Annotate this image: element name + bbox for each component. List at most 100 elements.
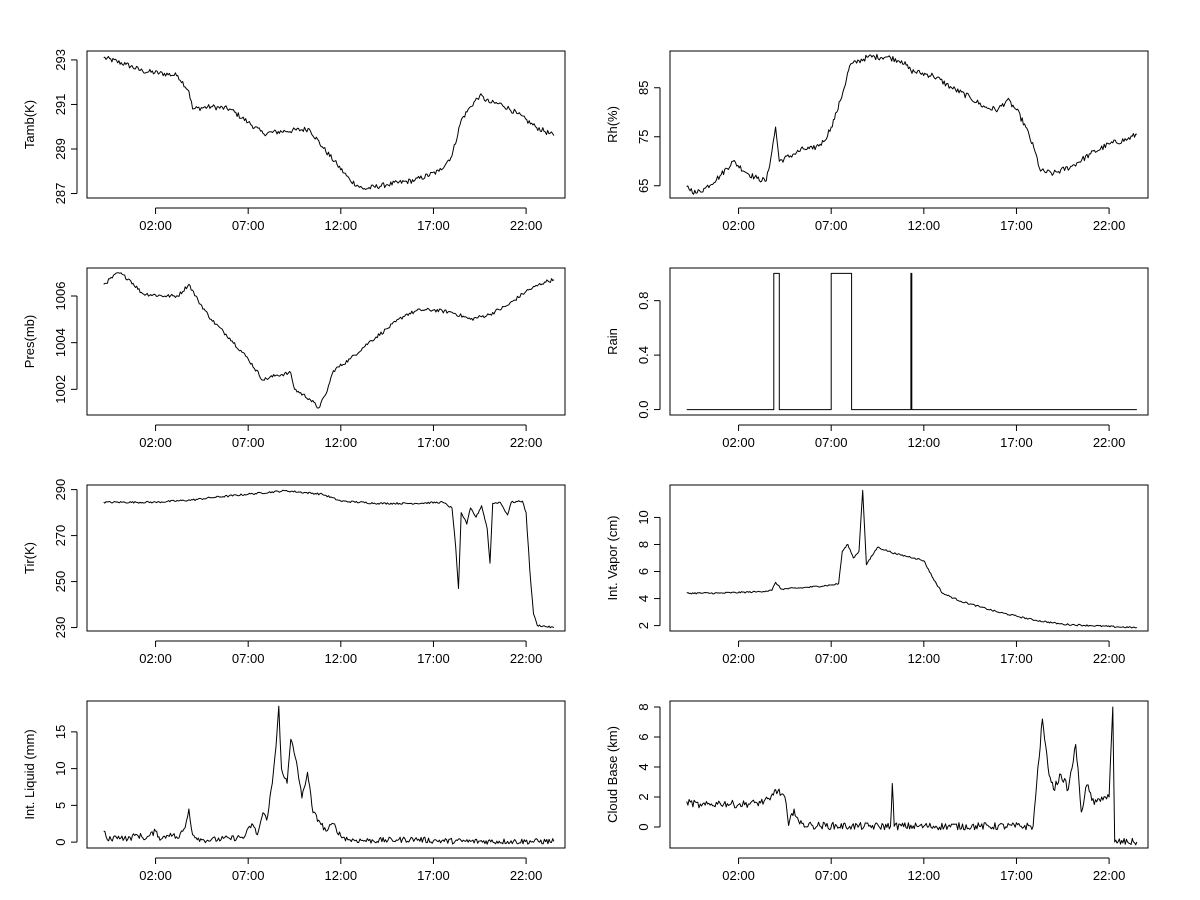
y-tick-label: 85: [636, 81, 651, 95]
x-tick-label: 07:00: [815, 868, 848, 883]
y-tick-label: 0.8: [636, 292, 651, 310]
x-tick-label: 17:00: [417, 435, 450, 450]
y-axis-label: Pres(mb): [22, 315, 37, 368]
plot-frame: [669, 267, 1149, 416]
y-tick-label: 291: [53, 94, 68, 116]
plot-frame: [669, 50, 1149, 199]
chart-panel-5: 230 250 270 290 02:00 07:00 12:00 17:00 22:00 Tir…: [22, 479, 566, 666]
y-tick-label: 75: [636, 130, 651, 144]
y-tick-label: 4: [636, 763, 651, 770]
x-tick-label: 22:00: [510, 218, 543, 233]
chart-panel-1: 287 289 291 293 02:00 07:00 12:00 17:00 22:00 Tam…: [22, 49, 566, 233]
x-tick-label: 02:00: [722, 651, 755, 666]
data-series-line: [103, 55, 555, 190]
x-tick-label: 07:00: [815, 218, 848, 233]
x-tick-label: 12:00: [908, 218, 941, 233]
x-tick-label: 07:00: [232, 651, 265, 666]
x-tick-label: 12:00: [325, 868, 358, 883]
plot-frame: [86, 484, 566, 632]
chart-panel-7: 0 5 10 15 02:00 07:00 12:00 17:00 22:00 Int. Liqu…: [22, 700, 566, 883]
y-tick-label: 15: [53, 725, 68, 739]
y-axis-label: Tamb(K): [22, 100, 37, 149]
data-series-line: [686, 272, 1137, 411]
x-tick-label: 17:00: [417, 868, 450, 883]
y-tick-label: 2: [636, 793, 651, 800]
plot-frame: [86, 267, 566, 416]
y-axis-label: Rain: [605, 328, 620, 355]
y-tick-label: 4: [636, 595, 651, 602]
data-series-line: [103, 705, 555, 845]
y-tick-label: 287: [53, 183, 68, 205]
data-series-line: [103, 489, 555, 629]
x-tick-label: 22:00: [510, 651, 543, 666]
y-axis-label: Rh(%): [605, 106, 620, 143]
y-tick-label: 230: [53, 617, 68, 639]
y-tick-label: 5: [53, 802, 68, 809]
x-tick-label: 17:00: [417, 651, 450, 666]
y-tick-label: 6: [636, 733, 651, 740]
x-tick-label: 07:00: [232, 868, 265, 883]
plot-frame: [86, 50, 566, 199]
x-tick-label: 12:00: [325, 435, 358, 450]
y-tick-label: 6: [636, 568, 651, 575]
y-tick-label: 270: [53, 525, 68, 547]
y-tick-label: 8: [636, 703, 651, 710]
y-axis-label: Int. Vapor (cm): [605, 515, 620, 600]
x-tick-label: 12:00: [325, 218, 358, 233]
x-tick-label: 02:00: [139, 868, 172, 883]
x-tick-label: 07:00: [232, 435, 265, 450]
x-tick-label: 02:00: [722, 435, 755, 450]
y-tick-label: 1004: [53, 328, 68, 357]
chart-panel-8: 0 2 4 6 8 02:00 07:00 12:00 17:00 22:00 Cloud Base…: [605, 700, 1149, 883]
plot-frame: [86, 700, 566, 849]
x-tick-label: 02:00: [722, 868, 755, 883]
y-tick-label: 293: [53, 49, 68, 71]
x-tick-label: 17:00: [1000, 435, 1033, 450]
plot-frame: [669, 700, 1149, 849]
y-tick-label: 8: [636, 541, 651, 548]
data-series-line: [686, 53, 1137, 195]
y-tick-label: 1006: [53, 282, 68, 311]
chart-panel-6: 2 4 6 8 10 02:00 07:00 12:00 17:00 22:00 Int. Vapo…: [605, 484, 1149, 666]
y-tick-label: 290: [53, 479, 68, 501]
x-tick-label: 17:00: [417, 218, 450, 233]
y-tick-label: 1002: [53, 375, 68, 404]
x-tick-label: 22:00: [1093, 435, 1126, 450]
x-tick-label: 22:00: [1093, 651, 1126, 666]
x-tick-label: 17:00: [1000, 868, 1033, 883]
x-tick-label: 07:00: [232, 218, 265, 233]
x-tick-label: 22:00: [510, 868, 543, 883]
x-tick-label: 17:00: [1000, 218, 1033, 233]
y-axis-label: Tir(K): [22, 542, 37, 574]
y-tick-label: 10: [53, 761, 68, 775]
x-tick-label: 02:00: [139, 435, 172, 450]
x-tick-label: 02:00: [722, 218, 755, 233]
y-tick-label: 0: [53, 839, 68, 846]
x-tick-label: 02:00: [139, 218, 172, 233]
y-tick-label: 2: [636, 622, 651, 629]
plot-frame: [669, 484, 1149, 632]
y-tick-label: 250: [53, 571, 68, 593]
x-tick-label: 22:00: [1093, 868, 1126, 883]
x-tick-label: 02:00: [139, 651, 172, 666]
data-series-line: [103, 272, 555, 409]
data-series-line: [686, 489, 1138, 629]
x-tick-label: 12:00: [908, 435, 941, 450]
chart-panel-4: 0.0 0.4 0.8 02:00 07:00 12:00 17:00 22:00 Rain: [605, 267, 1149, 450]
y-tick-label: 0: [636, 823, 651, 830]
x-tick-label: 22:00: [510, 435, 543, 450]
x-tick-label: 07:00: [815, 651, 848, 666]
y-tick-label: 289: [53, 138, 68, 160]
y-tick-label: 0.0: [636, 401, 651, 419]
x-tick-label: 22:00: [1093, 218, 1126, 233]
chart-panel-3: 1002 1004 1006 02:00 07:00 12:00 17:00 22:00 Pre…: [22, 267, 566, 450]
y-tick-label: 65: [636, 179, 651, 193]
x-tick-label: 07:00: [815, 435, 848, 450]
y-tick-label: 10: [636, 510, 651, 524]
x-tick-label: 12:00: [325, 651, 358, 666]
data-series-line: [686, 706, 1138, 846]
y-axis-label: Cloud Base (km): [605, 726, 620, 823]
x-tick-label: 17:00: [1000, 651, 1033, 666]
x-tick-label: 12:00: [908, 651, 941, 666]
